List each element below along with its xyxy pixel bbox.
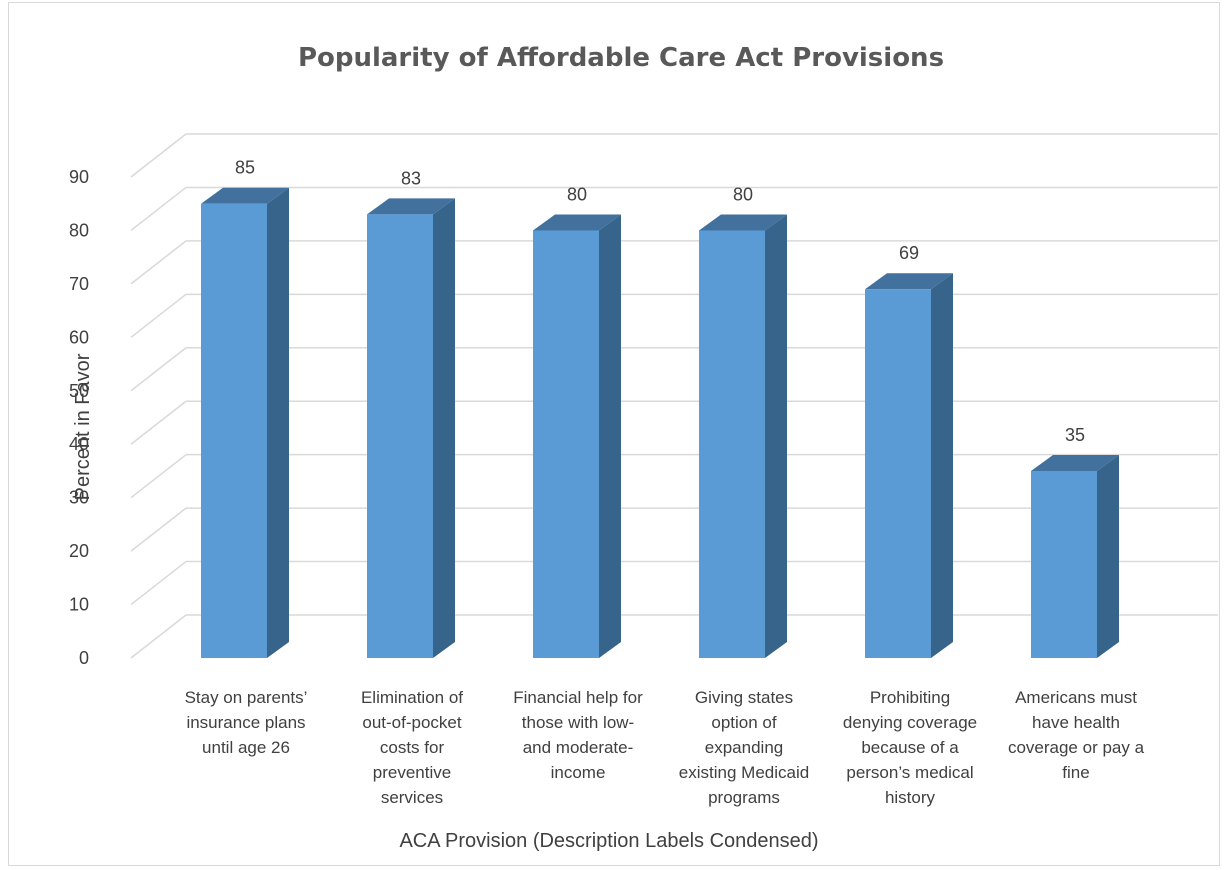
category-label: Elimination of out-of-pocket costs for prev… xyxy=(361,688,463,807)
category-label: Americans must have health coverage or pay… xyxy=(1008,688,1145,782)
y-tick-label: 0 xyxy=(79,648,89,668)
category-label-line: until age 26 xyxy=(202,738,290,757)
y-tick-label: 50 xyxy=(69,381,89,401)
y-tick-label: 80 xyxy=(69,220,89,240)
bar-5 xyxy=(1031,454,1119,658)
bar-top-face xyxy=(367,198,455,215)
bar-1 xyxy=(367,198,455,658)
bar-top-face xyxy=(533,214,621,231)
y-tick-label: 20 xyxy=(69,541,89,561)
data-label: 83 xyxy=(401,168,421,188)
bar-front-face xyxy=(865,289,931,658)
category-label-line: Elimination of xyxy=(361,688,463,707)
bar-front-face xyxy=(1031,470,1097,658)
y-tick-label: 90 xyxy=(69,167,89,187)
bar-4 xyxy=(865,273,953,658)
bar-side-face xyxy=(931,273,953,658)
bar-3 xyxy=(699,214,787,658)
category-label-line: denying coverage xyxy=(843,713,977,732)
gridline-depth-40 xyxy=(130,400,187,445)
gridline-depth-50 xyxy=(130,347,187,392)
category-label: Giving states option of expanding existing … xyxy=(679,688,809,807)
bar-top-face xyxy=(865,273,953,290)
bar-front-face xyxy=(367,214,433,658)
bar-2 xyxy=(533,214,621,658)
category-label: Stay on parents’ insurance plans until age… xyxy=(185,688,308,757)
category-label: Financial help for those with low-and mod… xyxy=(513,688,643,782)
bar-top-face xyxy=(699,214,787,231)
category-label-line: have health xyxy=(1032,713,1120,732)
data-label: 80 xyxy=(567,184,587,204)
y-tick-label: 40 xyxy=(69,434,89,454)
category-label-line: those with low- xyxy=(522,713,634,732)
bar-front-face xyxy=(533,230,599,658)
data-label: 35 xyxy=(1065,425,1085,445)
gridline-depth-10 xyxy=(130,560,187,606)
bar-front-face xyxy=(699,230,765,658)
data-label: 80 xyxy=(733,184,753,204)
bar-side-face xyxy=(267,187,289,658)
bar-top-face xyxy=(1031,454,1119,471)
y-tick-label: 70 xyxy=(69,274,89,294)
labels: 0 10 20 30 40 50 60 70 80 90 85 Stay on parents’ ins… xyxy=(69,158,1145,807)
chart-title: Popularity of Affordable Care Act Provis… xyxy=(298,43,944,73)
bar-side-face xyxy=(765,214,787,658)
category-label-line: coverage or pay a xyxy=(1008,738,1145,757)
gridline-depth-70 xyxy=(130,240,187,285)
data-label: 69 xyxy=(899,243,919,263)
gridline-depth-80 xyxy=(130,186,187,232)
chart-frame: 0 10 20 30 40 50 60 70 80 90 85 Stay on parents’ ins… xyxy=(8,2,1220,866)
x-axis-title: ACA Provision (Description Labels Conden… xyxy=(399,830,818,852)
y-axis-title: Percent in Favor xyxy=(72,353,94,500)
bars xyxy=(201,187,1119,658)
category-label: Prohibiting denying coverage because of a p… xyxy=(843,688,977,807)
gridline-depth-20 xyxy=(130,507,187,552)
category-label-line: Stay on parents’ xyxy=(185,688,308,707)
bar-side-face xyxy=(599,214,621,658)
bar-0 xyxy=(201,187,289,658)
category-label-line: fine xyxy=(1062,763,1089,782)
gridline-depth-30 xyxy=(130,454,187,499)
category-label-line: and moderate- xyxy=(523,738,634,757)
gridline-depth-0 xyxy=(130,614,187,659)
category-label-line: income xyxy=(551,763,606,782)
category-label-line: Financial help for xyxy=(513,688,643,707)
category-label-line: costs for xyxy=(380,738,445,757)
category-label-line: history xyxy=(885,788,936,807)
category-label-line: programs xyxy=(708,788,780,807)
category-label-line: existing Medicaid xyxy=(679,763,809,782)
category-label-line: Giving states xyxy=(695,688,793,707)
category-label-line: person’s medical xyxy=(846,763,973,782)
bar-side-face xyxy=(1097,454,1119,658)
category-label-line: expanding xyxy=(705,738,783,757)
category-label-line: Prohibiting xyxy=(870,688,950,707)
category-label-line: option of xyxy=(711,713,776,732)
gridline-depth-90 xyxy=(130,133,187,178)
category-label-line: Americans must xyxy=(1015,688,1137,707)
category-label-line: services xyxy=(381,788,443,807)
category-label-line: preventive xyxy=(373,763,451,782)
y-tick-label: 30 xyxy=(69,488,89,508)
bar-front-face xyxy=(201,203,267,658)
bar-side-face xyxy=(433,198,455,658)
data-label: 85 xyxy=(235,158,255,178)
bar-top-face xyxy=(201,187,289,204)
y-tick-label: 10 xyxy=(69,595,89,615)
category-label-line: out-of-pocket xyxy=(362,713,461,732)
y-tick-label: 60 xyxy=(69,327,89,347)
gridline-depth-60 xyxy=(130,293,187,338)
category-label-line: insurance plans xyxy=(186,713,305,732)
category-label-line: because of a xyxy=(861,738,959,757)
bar-chart: 0 10 20 30 40 50 60 70 80 90 85 Stay on parents’ ins… xyxy=(69,43,1218,852)
